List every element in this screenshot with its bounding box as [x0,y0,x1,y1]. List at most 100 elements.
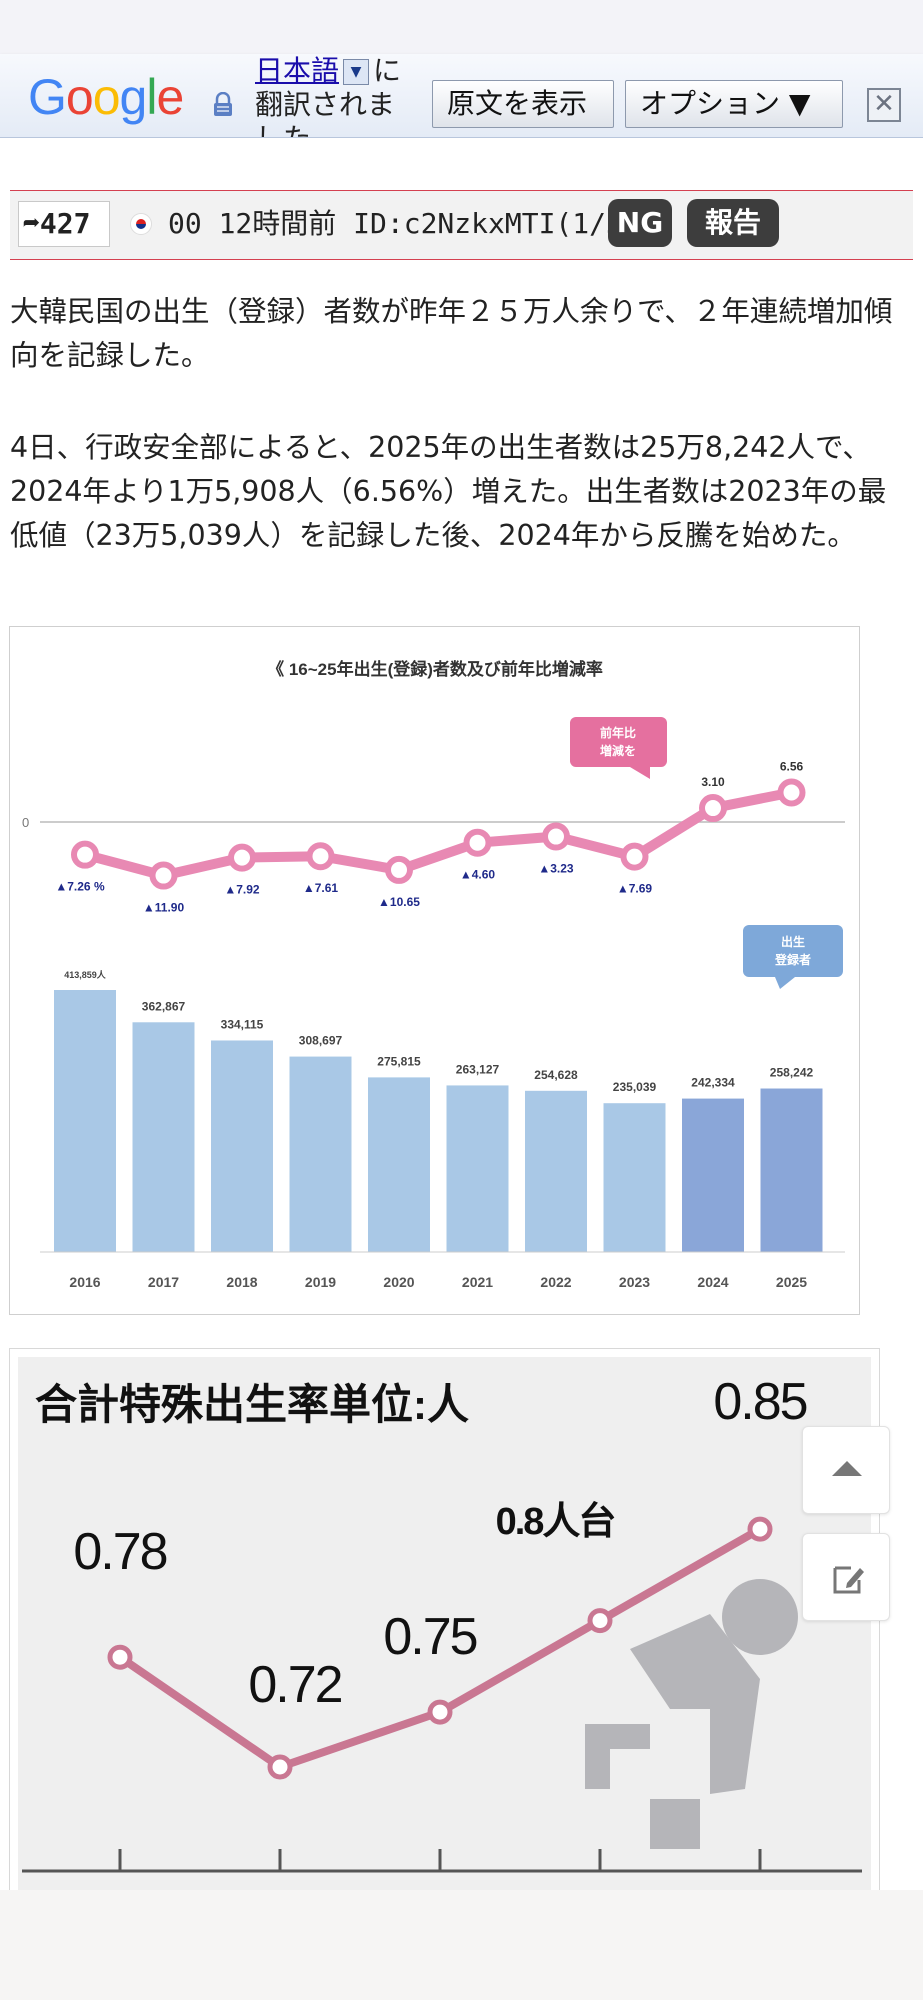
x-tick-label: 2024 [697,1274,728,1290]
rate-line [80,787,797,881]
bar-value-label: 362,867 [142,999,186,1013]
fertility-value-label: 0.78 [73,1523,166,1581]
edit-button[interactable] [802,1533,890,1621]
bar-value-label: 263,127 [456,1062,500,1076]
x-tick-label: 2017 [148,1274,179,1290]
rate-label: ▲7.61 [303,881,339,895]
x-tick-label: 2022 [540,1274,571,1290]
translated-text-1: に [373,54,402,87]
share-count-button[interactable]: ➦427 [18,201,110,247]
edit-icon [833,1566,864,1594]
rate-point [306,842,335,871]
rate-point [777,778,806,807]
x-tick-label: 2018 [226,1274,257,1290]
rate-point [542,822,570,851]
post-content: ➦427 00 12時間前 ID:c2NzkxMTI(1/3) NG 報告 大韓… [0,138,923,1890]
bar-2018 [211,1040,273,1252]
fertility-value-label: 0.8人台 [496,1501,615,1543]
bar-2023 [603,1103,666,1252]
rate-point [385,855,413,884]
translated-text-3: した [255,122,435,137]
translated-text-2: 翻訳されま [255,88,396,121]
status-strip [0,0,923,54]
chart-title: 《 16~25年出生(登録)者数及び前年比増減率 [267,659,603,679]
zero-label: 0 [22,815,29,830]
rate-point [149,861,178,890]
rate-callout-line1: 前年比 [600,725,636,740]
bar-2017 [132,1022,195,1252]
post-meta: 00 12時間前 ID:c2NzkxMTI(1/3) [168,207,640,240]
births-callout-line1: 出生 [781,934,805,949]
rate-label: ▲4.60 [460,868,496,882]
x-tick-label: 2025 [776,1274,807,1290]
options-button[interactable]: オプション ▼ [625,80,843,128]
ng-button[interactable]: NG [608,199,672,247]
fertility-chart-title: 合計特殊出生率単位:人 [35,1381,469,1428]
google-translate-bar: Google 日本語▼に 翻訳されま した 原文を表示 オプション ▼ ✕ [0,54,923,138]
fertility-chart-figure: 合計特殊出生率単位:人 0.78 0.72 0.75 0.8人台 0.85 [9,1348,880,1890]
lock-icon [214,92,232,116]
report-button[interactable]: 報告 [687,199,779,247]
bar-2021 [446,1085,509,1252]
bar-value-label: 308,697 [299,1034,343,1048]
caret-up-icon [832,1461,862,1476]
bar-value-label: 413,859人 [64,969,107,980]
rate-point [228,843,256,872]
fertility-value-label: 0.75 [383,1608,476,1666]
show-original-button[interactable]: 原文を表示 [432,80,614,128]
rate-label: 3.10 [701,775,725,789]
rate-point [699,794,727,823]
rate-label: ▲7.26 % [55,880,105,894]
rate-label: 6.56 [780,759,804,773]
bar-value-label: 242,334 [691,1076,735,1090]
bar-value-label: 235,039 [613,1080,657,1094]
rate-point [620,842,649,871]
x-tick-label: 2021 [462,1274,493,1290]
google-logo: Google [28,69,184,125]
fertility-point [107,1644,133,1670]
korea-flag-icon [130,213,152,235]
births-callout: 出生 登録者 [743,925,843,989]
language-link[interactable]: 日本語 [255,54,340,87]
post-paragraph-1: 大韓民国の出生（登録）者数が昨年２５万人余りで、２年連続増加傾向を記録した。 [10,295,893,372]
x-tick-label: 2019 [305,1274,336,1290]
bar-2020 [368,1077,430,1252]
fertility-point [427,1699,453,1725]
rate-callout: 前年比 増減を [570,717,667,779]
bar-value-label: 275,815 [377,1054,421,1068]
bar-2024 [682,1098,744,1252]
translation-status: 日本語▼に 翻訳されま した [255,54,435,137]
rate-callout-line2: 増減を [600,743,636,758]
fertility-point [587,1608,613,1634]
rate-label: ▲7.92 [224,883,260,897]
language-dropdown-icon[interactable]: ▼ [343,59,370,85]
birth-chart-figure: 《 16~25年出生(登録)者数及び前年比増減率 0 前年比 増減を 出生 登録… [9,626,860,1315]
bar-value-label: 334,115 [221,1017,264,1031]
rate-label: ▲10.65 [378,895,420,909]
bar-value-label: 254,628 [534,1068,578,1082]
rate-point [71,840,99,869]
rate-label: ▲11.90 [143,901,185,915]
fertility-chart: 合計特殊出生率単位:人 0.78 0.72 0.75 0.8人台 0.85 [18,1357,871,1890]
x-tick-label: 2016 [69,1274,100,1290]
post-header: ➦427 00 12時間前 ID:c2NzkxMTI(1/3) NG 報告 [10,190,913,260]
x-tick-label: 2020 [383,1274,414,1290]
close-icon[interactable]: ✕ [867,88,901,122]
fertility-value-label: 0.72 [248,1656,341,1714]
birth-chart: 《 16~25年出生(登録)者数及び前年比増減率 0 前年比 増減を 出生 登録… [22,659,845,1290]
fertility-point [267,1754,293,1780]
fertility-value-label: 0.85 [713,1373,806,1431]
rate-label: ▲3.23 [538,862,574,876]
rate-label: ▲7.69 [617,882,653,896]
bar-value-label: 258,242 [770,1066,814,1080]
baby-crawling-icon [585,1579,798,1849]
bar-2025 [760,1088,823,1252]
bar-2016 [54,990,116,1252]
bar-2019 [289,1056,352,1252]
scroll-up-button[interactable] [802,1426,890,1514]
births-callout-line2: 登録者 [774,952,811,967]
bar-2022 [525,1090,587,1252]
x-tick-label: 2023 [619,1274,650,1290]
fertility-point [747,1516,773,1542]
rate-point [463,828,492,857]
